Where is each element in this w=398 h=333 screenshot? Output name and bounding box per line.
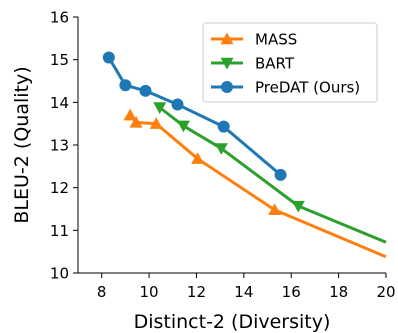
- x-tick-label: 8: [97, 283, 107, 301]
- data-point-mass: [123, 108, 137, 121]
- y-tick-label: 12: [50, 179, 69, 197]
- legend-entry-bart: BART: [211, 55, 295, 73]
- x-axis-label: Distinct-2 (Diversity): [134, 311, 331, 333]
- series-bart: [153, 102, 387, 244]
- x-tick-label: 10: [140, 283, 159, 301]
- data-point-mass: [191, 152, 205, 164]
- x-tick-label: 18: [329, 283, 348, 301]
- y-tick-label: 11: [50, 222, 69, 240]
- series-predat-ours: [102, 51, 287, 181]
- x-tick-label: 16: [282, 283, 301, 301]
- data-point-bart: [214, 143, 228, 155]
- series-line-mass: [128, 114, 387, 259]
- legend-marker-mass: [220, 32, 234, 45]
- data-point-bart: [153, 102, 167, 114]
- y-tick-label: 16: [50, 9, 69, 27]
- legend-label: BART: [255, 55, 295, 73]
- series-line-bart: [158, 106, 387, 244]
- legend-marker-predat-ours: [221, 81, 233, 93]
- y-tick-label: 14: [50, 94, 69, 112]
- legend-marker-bart: [220, 57, 234, 70]
- x-tick-label: 20: [376, 283, 395, 301]
- data-point-predat-ours: [171, 98, 184, 111]
- y-axis-label: BLEU-2 (Quality): [11, 66, 33, 223]
- data-point-predat-ours: [274, 168, 287, 181]
- series-mass: [123, 108, 387, 259]
- legend-label: MASS: [255, 31, 297, 49]
- ticks-layer: 8 10 12 14 16 18 20 10 11 12 13 14 15 16: [50, 9, 396, 302]
- legend-frame: [202, 22, 378, 103]
- data-point-predat-ours: [102, 51, 115, 64]
- series-layer: [102, 51, 387, 259]
- legend-entry-predat-ours: PreDAT (Ours): [211, 79, 360, 97]
- data-point-bart: [176, 120, 190, 133]
- legend: MASS BART PreDAT (Ours): [202, 22, 378, 103]
- x-tick-label: 14: [234, 283, 253, 301]
- data-point-mass: [149, 117, 163, 129]
- data-point-mass: [268, 203, 282, 216]
- y-tick-label: 13: [50, 137, 69, 155]
- y-tick-label: 15: [50, 51, 69, 69]
- y-tick-label: 10: [50, 265, 69, 283]
- data-point-mass: [129, 115, 143, 128]
- x-tick-label: 12: [187, 283, 206, 301]
- legend-entry-mass: MASS: [211, 31, 297, 49]
- data-point-predat-ours: [119, 79, 132, 92]
- data-point-predat-ours: [139, 84, 152, 97]
- data-point-bart: [291, 200, 305, 213]
- legend-label: PreDAT (Ours): [255, 79, 360, 97]
- data-point-predat-ours: [217, 120, 230, 133]
